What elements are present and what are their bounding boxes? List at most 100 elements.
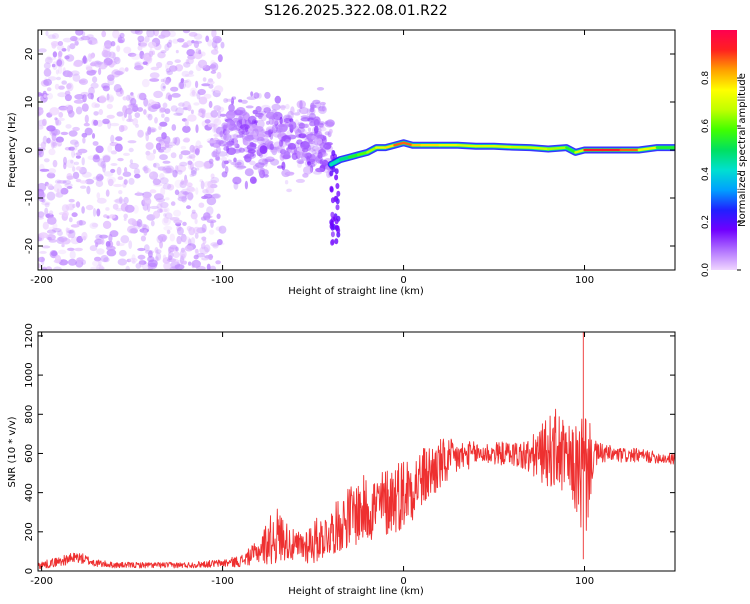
- spectrogram-cell: [148, 250, 153, 258]
- spectrogram-cell: [193, 40, 200, 49]
- spectrogram-cell: [58, 105, 68, 111]
- spectrogram-cell: [61, 48, 67, 52]
- spectrogram-cell: [160, 82, 166, 92]
- spectrogram-cell: [190, 87, 197, 94]
- spectrogram-cell: [41, 198, 46, 203]
- spectrogram-cell: [171, 124, 177, 131]
- spectrogram-cell: [176, 38, 185, 43]
- spectrogram-cell: [58, 111, 64, 118]
- spectrogram-cell: [314, 125, 319, 134]
- spectrogram-cell: [163, 213, 167, 217]
- spectrogram-cell: [68, 217, 73, 223]
- spectrogram-cell: [249, 176, 257, 184]
- spectrogram-cell: [211, 40, 218, 49]
- spectrogram-cell: [264, 160, 268, 167]
- spectrogram-cell: [155, 252, 162, 261]
- snr-frame: [37, 331, 676, 572]
- colorbar-tick-label: 0.4: [701, 167, 711, 182]
- spectrogram-cell: [159, 177, 169, 185]
- spectrogram-cell: [136, 191, 140, 197]
- spectrogram-cell: [217, 151, 228, 157]
- spectrogram-cell: [49, 107, 60, 116]
- spectrogram-cell: [46, 137, 51, 144]
- spectrogram-cell: [119, 32, 125, 39]
- spectrogram-cell: [40, 141, 47, 150]
- spectrogram-cell: [195, 187, 199, 195]
- spectrogram-cell: [169, 244, 178, 250]
- spectrogram-cell: [329, 186, 334, 193]
- spectrogram-cell: [70, 224, 80, 228]
- spectrogram-cell: [330, 211, 335, 218]
- spectrogram-cell: [298, 122, 306, 129]
- spectrogram-cell: [158, 107, 164, 114]
- spectrogram-cell: [310, 104, 317, 109]
- spectrogram-cell: [159, 146, 167, 151]
- spectrogram-cell: [107, 178, 114, 187]
- spectrogram-cell: [301, 151, 309, 158]
- spectrogram-cell: [68, 110, 75, 118]
- spectrogram-cell: [205, 35, 210, 43]
- spectrogram-cell: [201, 257, 209, 261]
- spectrogram-cell: [64, 104, 74, 111]
- spectrogram-cell: [218, 225, 227, 234]
- spectrogram-cell: [68, 130, 78, 137]
- spectrogram-cell: [283, 151, 290, 157]
- spectrogram-cell: [130, 97, 137, 106]
- spectrogram-cell: [164, 43, 170, 52]
- spectrogram-cell: [244, 168, 254, 177]
- spectrogram-cell: [112, 30, 120, 39]
- spectrogram-cell: [144, 249, 154, 255]
- spectrogram-cell: [38, 125, 44, 130]
- spectrogram-cell: [143, 165, 149, 174]
- spectrogram-cell: [91, 102, 98, 109]
- spectrogram-cell: [66, 186, 73, 189]
- spectrogram-cell: [215, 226, 222, 231]
- spectrogram-cell: [106, 93, 110, 101]
- spectrogram-cell: [249, 122, 253, 127]
- spectrogram-cell: [95, 242, 99, 248]
- spectrogram-cell: [154, 117, 158, 124]
- spectrogram-cell: [39, 192, 46, 199]
- spectrogram-cell: [153, 90, 164, 99]
- spectrogram-cell: [153, 163, 157, 168]
- spectrogram-cell: [129, 162, 139, 170]
- spectrogram-cell: [217, 110, 222, 119]
- spectrogram-cell: [41, 245, 51, 249]
- spectrogram-cell: [286, 188, 292, 193]
- snr-ytick-label: 1000: [24, 362, 35, 387]
- spectrogram-xlabel: Height of straight line (km): [288, 286, 424, 297]
- spectrogram-cell: [105, 189, 110, 197]
- spectrogram-cell: [152, 178, 161, 186]
- spectrogram-cell: [330, 231, 335, 238]
- spectrogram-cell: [233, 146, 243, 152]
- spectrogram-cell: [319, 159, 323, 165]
- snr-ylabel: SNR (10 * v/v): [7, 416, 18, 487]
- spectrogram-cell: [225, 98, 234, 102]
- spectrogram-cell: [52, 33, 59, 40]
- spectrogram-cell: [268, 130, 272, 138]
- spectrogram-cell: [226, 120, 235, 129]
- spectrogram-cell: [318, 122, 324, 128]
- spectrogram-cell: [318, 126, 327, 132]
- spectrogram-cell: [134, 173, 141, 179]
- spectrogram-cell: [161, 132, 167, 140]
- spectrogram-cell: [51, 141, 55, 150]
- spectrogram-cell: [240, 99, 248, 104]
- spectrogram-cell: [69, 250, 76, 260]
- spectrogram-ridge-segment: [637, 146, 659, 152]
- spectrogram-cell: [145, 142, 154, 150]
- spectrogram-cell: [129, 159, 133, 165]
- spectrogram-cell: [76, 235, 84, 244]
- spectrogram-cell: [180, 179, 185, 185]
- spectrogram-cell: [201, 223, 207, 233]
- spectrogram-cell: [191, 259, 201, 268]
- spectrogram-cell: [177, 169, 183, 175]
- spectrogram-cell: [92, 155, 101, 163]
- spectrogram-cell: [98, 109, 104, 115]
- spectrogram-cell: [167, 94, 173, 101]
- spectrogram-cell: [127, 218, 136, 225]
- spectrogram-cell: [56, 139, 63, 147]
- spectrogram-cell: [72, 166, 76, 172]
- spectrogram-cell: [160, 30, 171, 38]
- spectrogram-cell: [163, 216, 169, 224]
